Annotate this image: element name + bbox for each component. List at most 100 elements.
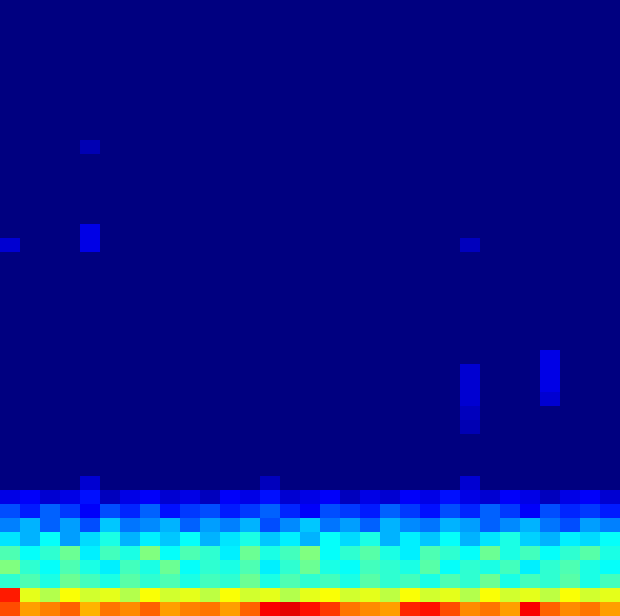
- cell: [260, 406, 280, 420]
- spectrogram: [0, 0, 620, 616]
- cell: [140, 322, 160, 336]
- cell: [460, 56, 480, 70]
- cell: [20, 182, 40, 196]
- cell: [240, 154, 260, 168]
- cell: [20, 308, 40, 322]
- cell: [460, 322, 480, 336]
- cell: [200, 518, 220, 532]
- cell: [600, 0, 620, 14]
- cell: [520, 238, 540, 252]
- cell: [20, 252, 40, 266]
- cell: [600, 434, 620, 448]
- cell: [300, 126, 320, 140]
- cell: [560, 406, 580, 420]
- cell: [260, 448, 280, 462]
- cell: [240, 574, 260, 588]
- cell: [540, 168, 560, 182]
- cell: [460, 126, 480, 140]
- cell: [480, 462, 500, 476]
- cell: [500, 560, 520, 574]
- cell: [200, 70, 220, 84]
- cell: [580, 210, 600, 224]
- cell: [40, 280, 60, 294]
- cell: [340, 518, 360, 532]
- cell: [240, 182, 260, 196]
- cell: [600, 14, 620, 28]
- cell: [280, 154, 300, 168]
- cell: [100, 350, 120, 364]
- cell: [460, 350, 480, 364]
- cell: [280, 350, 300, 364]
- cell: [120, 112, 140, 126]
- cell: [40, 154, 60, 168]
- cell: [220, 168, 240, 182]
- cell: [0, 434, 20, 448]
- cell: [460, 98, 480, 112]
- cell: [480, 0, 500, 14]
- cell: [300, 308, 320, 322]
- cell: [440, 490, 460, 504]
- cell: [0, 252, 20, 266]
- cell: [320, 476, 340, 490]
- cell: [360, 378, 380, 392]
- cell: [380, 14, 400, 28]
- cell: [300, 350, 320, 364]
- cell: [580, 154, 600, 168]
- cell: [460, 210, 480, 224]
- cell: [20, 350, 40, 364]
- cell: [260, 42, 280, 56]
- cell: [300, 420, 320, 434]
- cell: [40, 518, 60, 532]
- cell: [540, 182, 560, 196]
- cell: [140, 210, 160, 224]
- cell: [220, 518, 240, 532]
- cell: [340, 504, 360, 518]
- cell: [520, 0, 540, 14]
- cell: [40, 42, 60, 56]
- cell: [600, 448, 620, 462]
- cell: [80, 560, 100, 574]
- cell: [180, 84, 200, 98]
- cell: [440, 434, 460, 448]
- cell: [480, 42, 500, 56]
- cell: [0, 448, 20, 462]
- cell: [140, 588, 160, 602]
- cell: [260, 364, 280, 378]
- cell: [260, 56, 280, 70]
- cell: [280, 490, 300, 504]
- cell: [420, 308, 440, 322]
- cell: [520, 602, 540, 616]
- cell: [180, 56, 200, 70]
- cell: [520, 266, 540, 280]
- cell: [180, 0, 200, 14]
- cell: [400, 532, 420, 546]
- cell: [520, 112, 540, 126]
- cell: [280, 224, 300, 238]
- cell: [460, 70, 480, 84]
- cell: [80, 196, 100, 210]
- cell: [140, 420, 160, 434]
- cell: [600, 154, 620, 168]
- cell: [540, 406, 560, 420]
- cell: [420, 196, 440, 210]
- cell: [280, 210, 300, 224]
- cell: [500, 574, 520, 588]
- cell: [520, 420, 540, 434]
- cell: [420, 266, 440, 280]
- cell: [340, 560, 360, 574]
- cell: [520, 42, 540, 56]
- cell: [440, 238, 460, 252]
- cell: [40, 392, 60, 406]
- cell: [480, 98, 500, 112]
- cell: [160, 490, 180, 504]
- cell: [140, 42, 160, 56]
- cell: [300, 196, 320, 210]
- cell: [300, 378, 320, 392]
- cell: [340, 546, 360, 560]
- cell: [580, 294, 600, 308]
- cell: [0, 322, 20, 336]
- cell: [320, 322, 340, 336]
- cell: [100, 126, 120, 140]
- cell: [20, 140, 40, 154]
- cell: [180, 308, 200, 322]
